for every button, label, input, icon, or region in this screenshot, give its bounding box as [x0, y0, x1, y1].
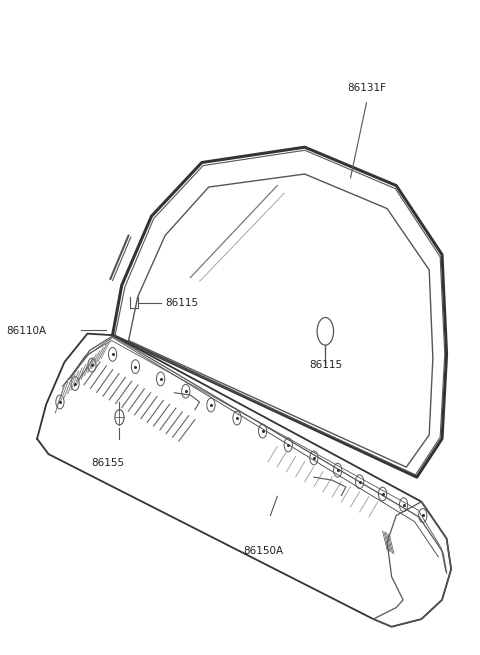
Text: 86115: 86115	[165, 297, 198, 308]
Text: 86155: 86155	[91, 458, 124, 468]
Text: 86131F: 86131F	[347, 83, 386, 94]
Text: 86115: 86115	[309, 360, 342, 369]
Text: 86110A: 86110A	[6, 326, 46, 336]
Text: 86150A: 86150A	[243, 546, 284, 556]
